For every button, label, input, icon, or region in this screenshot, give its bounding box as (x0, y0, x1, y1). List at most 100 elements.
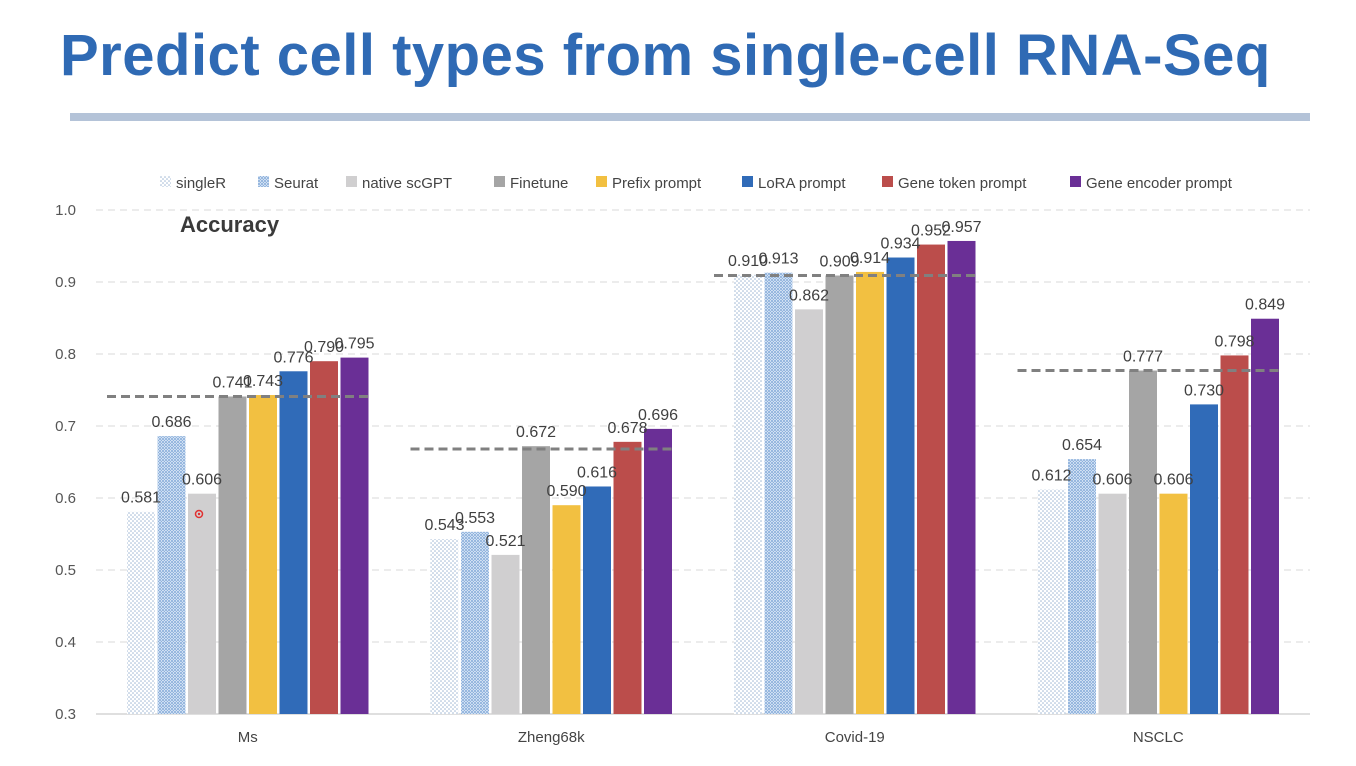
data-label: 0.686 (151, 414, 191, 431)
bar (644, 428, 672, 714)
bar (157, 436, 186, 714)
bar (856, 271, 884, 714)
bar (1098, 493, 1127, 714)
bar (218, 396, 247, 714)
reference-lines (107, 274, 1283, 451)
legend-swatch (494, 176, 505, 187)
x-axis: Ms Zheng68k Covid-19 NSCLC (238, 729, 1184, 746)
data-label: 0.798 (1214, 333, 1254, 350)
data-label: 0.934 (880, 236, 920, 253)
bar (1129, 370, 1157, 714)
data-label: 0.730 (1184, 382, 1224, 399)
y-tick-label: 0.5 (55, 562, 76, 579)
data-label: 0.616 (577, 464, 617, 481)
y-tick-label: 0.4 (55, 634, 76, 651)
cursor-dot (197, 512, 201, 516)
bar (1068, 459, 1096, 714)
bar (1190, 404, 1218, 714)
data-label: 0.654 (1062, 437, 1102, 454)
data-label: 0.909 (819, 254, 859, 271)
legend-swatch (742, 176, 753, 187)
data-label: 0.913 (758, 251, 798, 268)
data-label: 0.606 (1092, 472, 1132, 489)
data-label: 0.543 (424, 517, 464, 534)
y-tick-label: 1.0 (55, 202, 76, 219)
data-label: 0.849 (1245, 297, 1285, 314)
legend-swatch (258, 176, 269, 187)
y-tick-label: 0.6 (55, 490, 76, 507)
category-label: Covid-19 (825, 729, 885, 746)
bar (552, 505, 581, 714)
legend-item: Prefix prompt (612, 175, 702, 192)
bar (279, 371, 308, 714)
data-label: 0.521 (485, 533, 525, 550)
category-label: NSCLC (1133, 729, 1184, 746)
bar (917, 244, 945, 714)
data-label: 0.914 (850, 250, 890, 267)
data-label: 0.606 (182, 472, 222, 489)
legend-item: Seurat (274, 175, 319, 192)
bar (491, 554, 520, 714)
bar (613, 441, 642, 714)
data-label: 0.590 (546, 483, 586, 500)
cursor-marker (194, 509, 204, 519)
legend-item: Gene encoder prompt (1086, 175, 1233, 192)
gridlines (96, 209, 1310, 715)
data-label: 0.795 (334, 336, 374, 353)
bar (188, 493, 216, 714)
bar (1251, 318, 1279, 714)
bar (522, 446, 550, 714)
bar (1159, 493, 1188, 714)
legend-swatch (1070, 176, 1081, 187)
bar (1220, 355, 1249, 714)
category-label: Zheng68k (518, 729, 585, 746)
accuracy-annotation: Accuracy (180, 212, 280, 237)
data-label: 0.581 (121, 490, 161, 507)
legend-item: native scGPT (362, 175, 452, 192)
y-tick-label: 0.3 (55, 706, 76, 723)
title-divider (70, 113, 1310, 121)
data-label: 0.696 (638, 407, 678, 424)
bar (461, 531, 489, 714)
y-axis: 0.3 0.4 0.5 0.6 0.7 0.8 0.9 1.0 (55, 202, 76, 723)
data-label: 0.553 (455, 510, 495, 527)
legend-item: Gene token prompt (898, 175, 1027, 192)
category-label: Ms (238, 729, 258, 746)
legend-swatch (882, 176, 893, 187)
data-label: 0.672 (516, 424, 556, 441)
y-tick-label: 0.7 (55, 418, 76, 435)
data-label: 0.952 (911, 223, 951, 240)
data-label: 0.678 (607, 420, 647, 437)
bars (127, 240, 1279, 714)
legend-swatch (596, 176, 607, 187)
data-label: 0.777 (1123, 349, 1163, 366)
legend: singleR Seurat native scGPT Finetune Prefix … (160, 175, 1233, 192)
bar (583, 486, 611, 714)
bar (127, 511, 155, 714)
bar (1037, 489, 1066, 714)
bar (764, 272, 793, 714)
bar (734, 274, 762, 714)
slide-title: Predict cell types from single-cell RNA-… (60, 23, 1271, 88)
bar (825, 275, 854, 714)
y-tick-label: 0.8 (55, 346, 76, 363)
legend-swatch (160, 176, 171, 187)
legend-item: LoRA prompt (758, 175, 846, 192)
data-label: 0.741 (212, 374, 252, 391)
data-label: 0.612 (1031, 467, 1071, 484)
bar (947, 240, 976, 714)
data-label: 0.910 (728, 253, 768, 270)
bar (795, 309, 823, 714)
data-label: 0.790 (304, 339, 344, 356)
data-label: 0.862 (789, 287, 829, 304)
bar (886, 257, 915, 714)
bar (310, 361, 338, 714)
data-label: 0.606 (1153, 472, 1193, 489)
data-label: 0.743 (243, 373, 283, 390)
legend-swatch (346, 176, 357, 187)
legend-item: singleR (176, 175, 226, 192)
legend-item: Finetune (510, 175, 568, 192)
bar (340, 357, 369, 714)
